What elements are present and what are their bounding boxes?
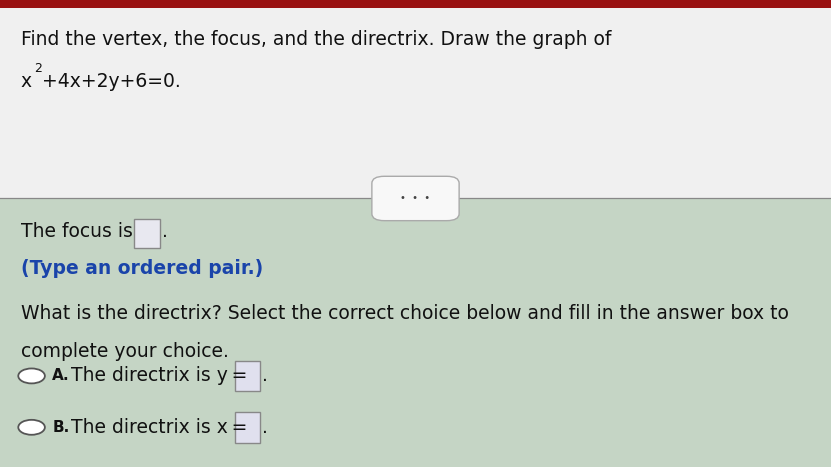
Text: +4x+2y+6=0.: +4x+2y+6=0. — [42, 72, 180, 92]
Text: A.: A. — [52, 368, 70, 383]
FancyBboxPatch shape — [134, 219, 160, 248]
Text: The focus is: The focus is — [21, 222, 139, 241]
Text: 2: 2 — [34, 62, 42, 75]
Text: complete your choice.: complete your choice. — [21, 342, 229, 361]
FancyBboxPatch shape — [235, 361, 260, 391]
Text: The directrix is y =: The directrix is y = — [71, 367, 247, 385]
Circle shape — [18, 368, 45, 383]
Text: .: . — [262, 367, 268, 385]
Text: x: x — [21, 72, 32, 92]
Text: .: . — [162, 222, 168, 241]
Text: What is the directrix? Select the correct choice below and fill in the answer bo: What is the directrix? Select the correc… — [21, 304, 789, 323]
FancyBboxPatch shape — [372, 177, 459, 221]
FancyBboxPatch shape — [0, 199, 831, 467]
Text: Find the vertex, the focus, and the directrix. Draw the graph of: Find the vertex, the focus, and the dire… — [21, 30, 611, 50]
FancyBboxPatch shape — [0, 8, 831, 205]
Text: B.: B. — [52, 420, 70, 435]
Text: .: . — [262, 418, 268, 437]
FancyBboxPatch shape — [0, 0, 831, 8]
FancyBboxPatch shape — [235, 412, 260, 443]
Circle shape — [18, 420, 45, 435]
Text: (Type an ordered pair.): (Type an ordered pair.) — [21, 259, 263, 278]
Text: •  •  •: • • • — [401, 193, 430, 204]
Text: The directrix is x =: The directrix is x = — [71, 418, 247, 437]
